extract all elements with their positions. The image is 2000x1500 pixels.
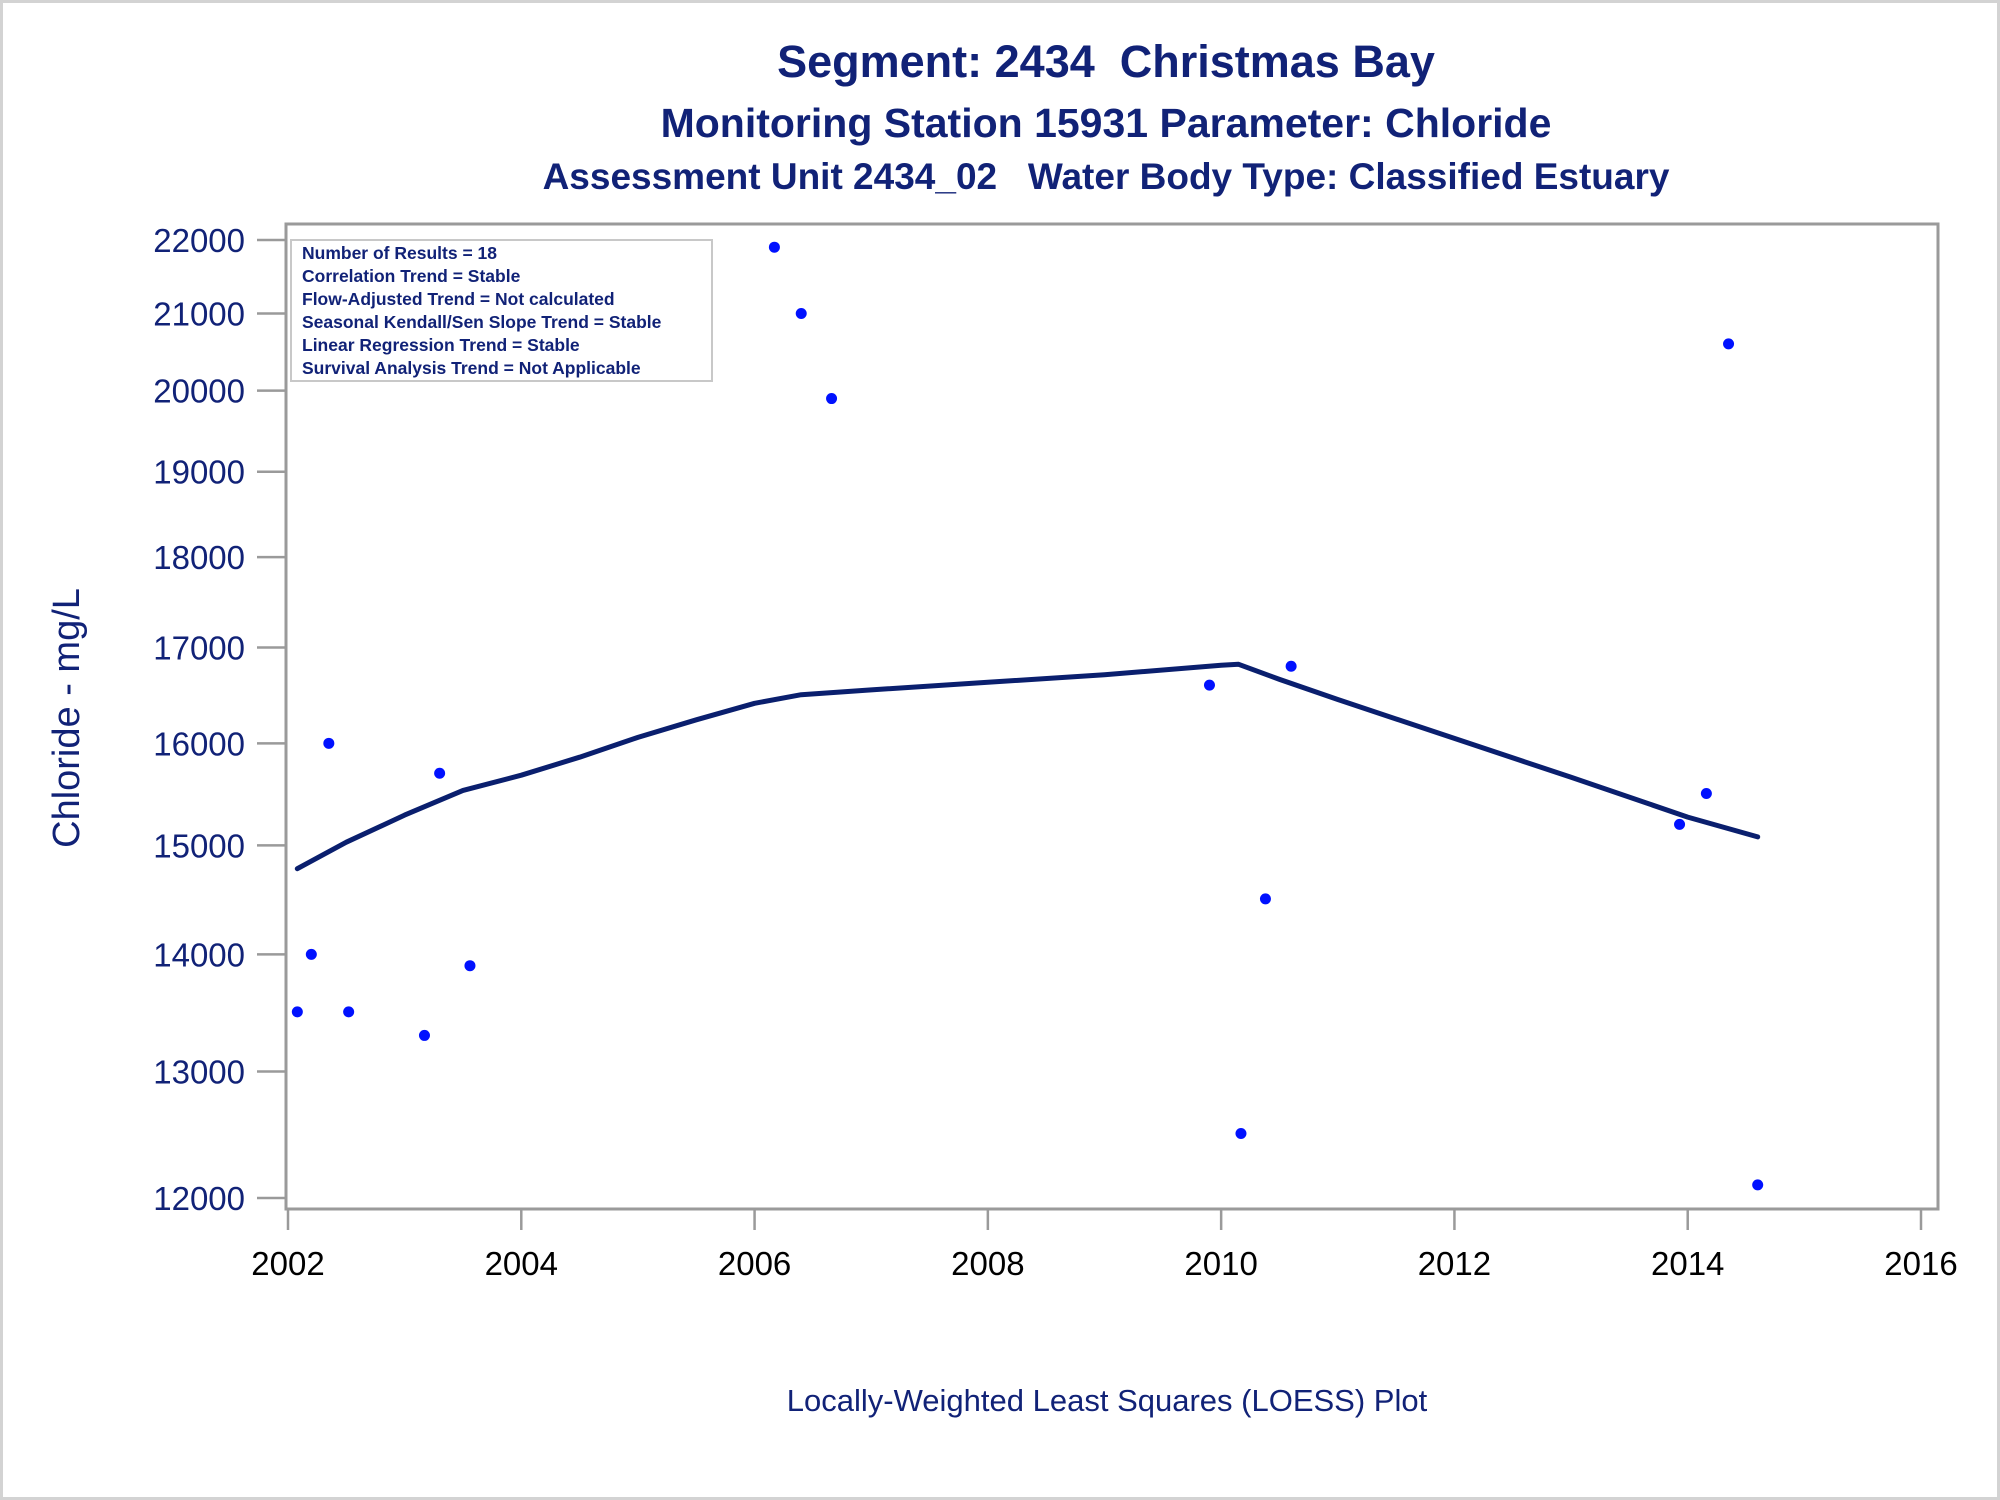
scatter-series [291,241,1764,1191]
x-tick-label: 2002 [251,1245,324,1282]
inset-line-flow-adjusted: Flow-Adjusted Trend = Not calculated [302,289,615,309]
y-tick-label: 22000 [153,222,245,259]
x-tick-label: 2014 [1651,1245,1724,1282]
y-tick-label: 21000 [153,296,245,333]
y-axis: 12000 13000 14000 15000 16000 17000 18000 19000… [153,222,286,1217]
data-point [768,241,780,253]
x-tick-label: 2008 [951,1245,1024,1282]
x-tick-label: 2016 [1884,1245,1957,1282]
inset-line-seasonal-kendall: Seasonal Kendall/Sen Slope Trend = Stabl… [302,312,662,332]
data-point [1752,1179,1764,1191]
y-tick-label: 12000 [153,1180,245,1217]
x-tick-label: 2012 [1418,1245,1491,1282]
data-point [1674,818,1686,830]
chart-subtitle-station: Monitoring Station 15931 Parameter: Chlo… [660,100,1552,146]
stats-inset: Number of Results = 18 Correlation Trend… [290,239,713,382]
chart-subtitle-assessment: Assessment Unit 2434_02 Water Body Type:… [542,156,1670,197]
data-point [323,737,335,749]
data-point [1700,787,1712,799]
data-point [434,767,446,779]
loess-line [294,661,1761,872]
y-tick-label: 15000 [153,827,245,864]
inset-line-linear-regression: Linear Regression Trend = Stable [302,335,580,355]
x-tick-label: 2010 [1184,1245,1257,1282]
inset-line-results: Number of Results = 18 [302,243,497,263]
y-tick-label: 17000 [153,629,245,666]
data-point [1203,679,1215,691]
inset-line-survival: Survival Analysis Trend = Not Applicable [302,358,641,378]
data-point [464,960,476,972]
x-axis: 2002 2004 2006 2008 2010 2012 2014 2016 [251,1209,1958,1282]
y-tick-label: 13000 [153,1053,245,1090]
x-tick-label: 2006 [718,1245,791,1282]
plot-area-frame [284,222,1940,1211]
stats-inset-box [290,239,713,382]
data-point [795,308,807,320]
data-point [1259,893,1271,905]
data-point [826,393,838,405]
y-axis-label: Chloride - mg/L [46,588,88,848]
data-point [1285,660,1297,672]
data-point [1235,1127,1247,1139]
y-tick-label: 20000 [153,373,245,410]
loess-series [294,661,1761,872]
y-tick-label: 14000 [153,936,245,973]
data-point [305,948,317,960]
data-point [343,1006,355,1018]
data-point [291,1006,303,1018]
x-tick-label: 2004 [485,1245,558,1282]
y-tick-label: 16000 [153,725,245,762]
y-tick-label: 18000 [153,539,245,576]
chart-title: Segment: 2434 Christmas Bay [777,36,1435,87]
footnote: Locally-Weighted Least Squares (LOESS) P… [787,1383,1428,1418]
data-point [1723,338,1735,350]
y-tick-label: 19000 [153,454,245,491]
data-point [418,1029,430,1041]
inset-line-correlation: Correlation Trend = Stable [302,266,521,286]
